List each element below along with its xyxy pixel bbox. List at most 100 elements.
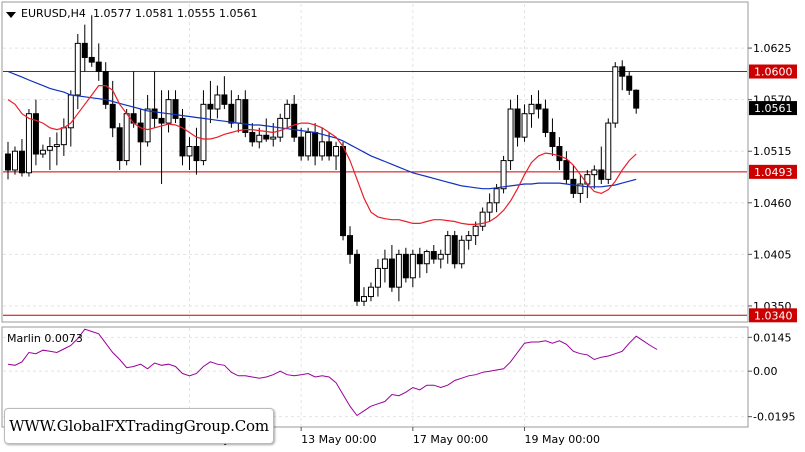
price-tick-label: 1.0515 <box>753 145 792 158</box>
candle-body <box>354 253 360 302</box>
candle-body <box>263 134 270 140</box>
indicator-axis: 0.0145 0.00 -0.0195 <box>748 331 795 424</box>
indicator-tick-label: 0.00 <box>753 365 778 378</box>
indicator-grid <box>3 328 747 426</box>
candle-body <box>612 66 619 124</box>
candle-body <box>633 89 640 109</box>
candle-body <box>228 103 235 124</box>
level-label-box <box>749 164 797 179</box>
level-label-box <box>749 64 797 79</box>
symbol-menu-triangle-icon[interactable] <box>6 12 16 18</box>
candle-body <box>528 103 535 115</box>
candle-body <box>207 103 214 110</box>
candle-body <box>11 150 18 171</box>
candle-body <box>514 108 521 138</box>
candle-body <box>381 258 388 269</box>
candle-body <box>626 75 633 91</box>
candle-body <box>319 141 326 157</box>
symbol-label: EURUSD,H4 <box>21 7 86 20</box>
candle-body <box>81 42 88 58</box>
candle-body <box>256 134 263 143</box>
candle-body <box>326 141 333 157</box>
candle-body <box>221 94 228 105</box>
candle-body <box>46 146 53 151</box>
candle-body <box>116 127 123 162</box>
candle-body <box>465 235 472 241</box>
main-panel-frame <box>1 1 749 323</box>
candle-body <box>542 108 549 133</box>
candle-body <box>423 251 430 265</box>
indicator-tick-label: -0.0195 <box>753 411 795 424</box>
candle-body <box>430 251 437 260</box>
candle-body <box>88 56 95 63</box>
level-labels: 1.0600 1.0493 1.0340 1.0561 <box>749 64 797 323</box>
candle-body <box>570 178 577 194</box>
candle-body <box>472 225 479 237</box>
time-tick-label: 13 May 00:00 <box>301 433 376 446</box>
candle-body <box>549 131 556 148</box>
candle-body <box>458 239 465 265</box>
candle-body <box>18 150 25 174</box>
candle-body <box>507 108 514 162</box>
candle-body <box>479 211 486 227</box>
candle-body <box>333 146 340 157</box>
candle-body <box>605 122 612 180</box>
candle-body <box>563 160 570 180</box>
candle-body <box>493 188 500 204</box>
candle-body <box>451 235 458 265</box>
candle-body <box>179 117 186 157</box>
candle-body <box>416 253 423 265</box>
candle-body <box>556 146 563 162</box>
candle-body <box>109 103 116 129</box>
candle-body <box>360 296 367 302</box>
price-tick-label: 1.0460 <box>753 197 792 210</box>
candle-body <box>214 94 221 110</box>
candle-body <box>144 108 151 143</box>
candle-body <box>74 42 81 96</box>
candle-body <box>39 149 46 155</box>
moving-average-red <box>7 84 637 225</box>
level-label-text: 1.0340 <box>754 309 793 322</box>
candle-body <box>151 108 158 119</box>
candle-body <box>591 169 598 176</box>
moving-average-blue <box>7 70 637 190</box>
candle-body <box>249 131 256 143</box>
price-tick-label: 1.0405 <box>753 248 792 261</box>
candle-body <box>193 146 200 162</box>
indicator-label: Marlin 0.0073 <box>7 332 83 345</box>
candle-body <box>123 113 130 162</box>
candle-body <box>298 136 305 157</box>
candle-body <box>242 99 249 133</box>
candle-body <box>284 103 291 119</box>
indicator-panel-frame <box>1 326 749 428</box>
marlin-indicator-line <box>7 328 658 417</box>
time-tick-label: 17 May 00:00 <box>413 433 488 446</box>
candle-body <box>5 153 11 171</box>
candle-body <box>312 131 319 157</box>
candle-body <box>395 253 402 288</box>
candle-body <box>25 113 32 174</box>
candle-body <box>165 99 172 124</box>
candle-body <box>444 235 451 255</box>
candles <box>5 15 640 306</box>
candle-body <box>172 99 179 119</box>
candle-body <box>619 66 626 77</box>
candle-body <box>235 99 242 124</box>
candle-body <box>158 117 165 124</box>
current-price-text: 1.0561 <box>754 102 793 115</box>
candle-body <box>598 169 605 180</box>
candle-body <box>374 267 381 288</box>
candle-body <box>486 202 493 213</box>
candle-body <box>367 286 374 298</box>
candle-body <box>53 144 60 148</box>
candle-body <box>402 253 409 279</box>
candle-body <box>270 136 277 140</box>
current-price-box <box>749 101 797 116</box>
candle-body <box>347 235 354 255</box>
ohlc-label: 1.0577 1.0581 1.0555 1.0561 <box>93 7 257 20</box>
candle-body <box>137 122 144 143</box>
candle-body <box>535 103 542 110</box>
candle-body <box>340 146 347 237</box>
candle-body <box>409 253 416 279</box>
